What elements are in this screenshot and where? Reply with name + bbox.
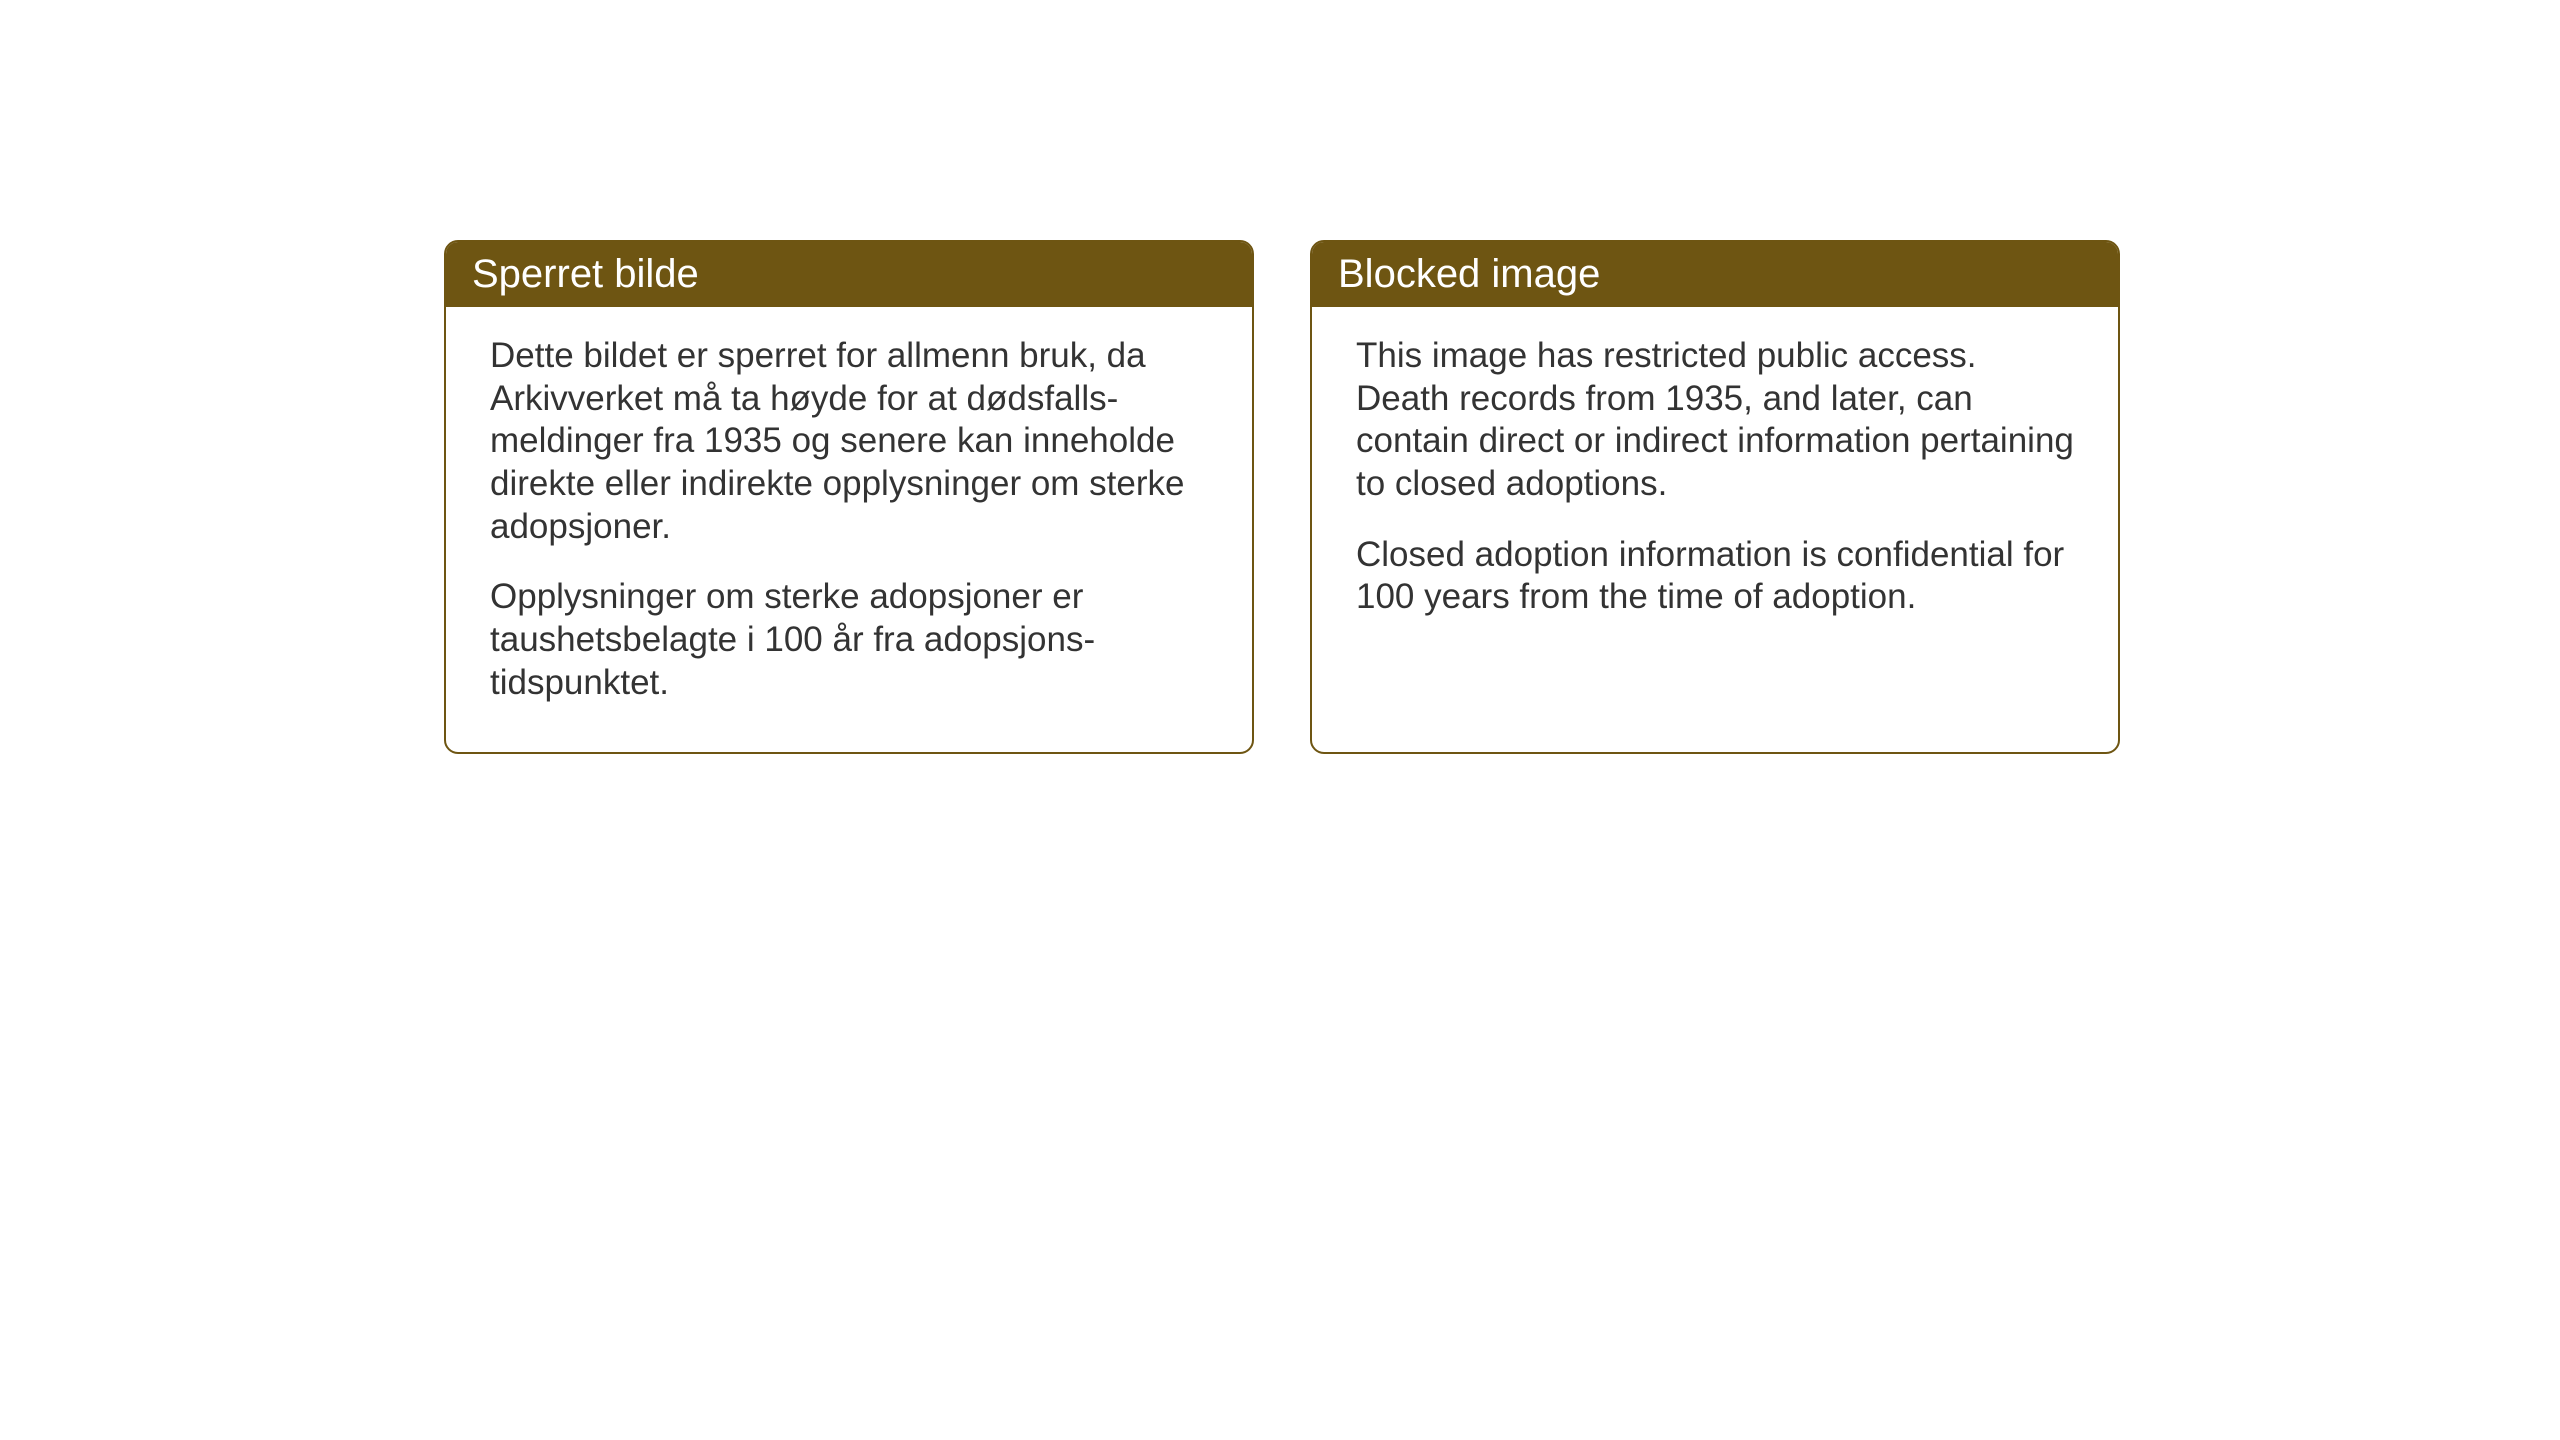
card-norwegian-title: Sperret bilde (472, 252, 699, 296)
card-english-title: Blocked image (1338, 252, 1600, 296)
card-norwegian-header: Sperret bilde (446, 242, 1252, 307)
card-english-paragraph1: This image has restricted public access.… (1356, 335, 2074, 506)
cards-container: Sperret bilde Dette bildet er sperret fo… (444, 240, 2120, 754)
card-english-header: Blocked image (1312, 242, 2118, 307)
card-english-paragraph2: Closed adoption information is confident… (1356, 534, 2074, 619)
card-norwegian-paragraph2: Opplysninger om sterke adopsjoner er tau… (490, 576, 1208, 704)
card-english: Blocked image This image has restricted … (1310, 240, 2120, 754)
card-norwegian-paragraph1: Dette bildet er sperret for allmenn bruk… (490, 335, 1208, 548)
card-norwegian: Sperret bilde Dette bildet er sperret fo… (444, 240, 1254, 754)
card-english-body: This image has restricted public access.… (1312, 307, 2118, 659)
card-norwegian-body: Dette bildet er sperret for allmenn bruk… (446, 307, 1252, 745)
